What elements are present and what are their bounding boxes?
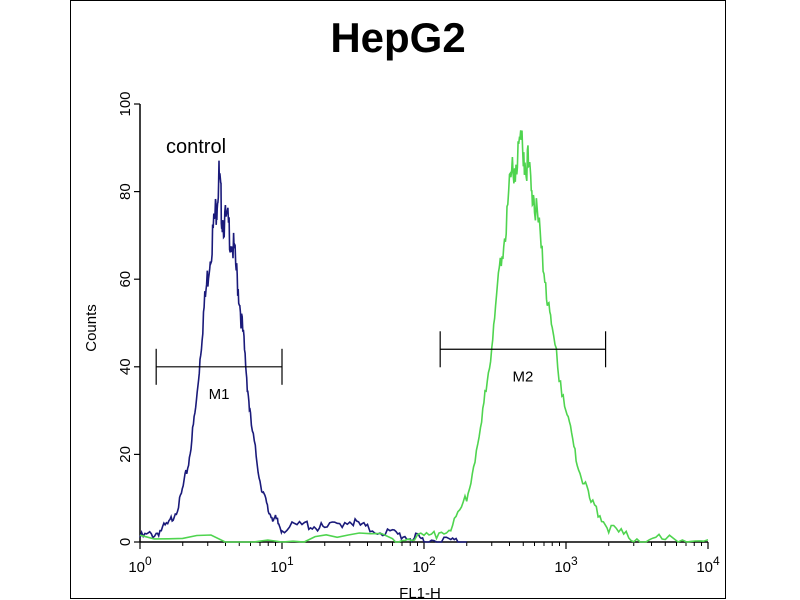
series-line-2 — [139, 130, 709, 543]
chart-frame — [70, 0, 726, 599]
marker-label: M2 — [512, 368, 533, 385]
x-tick-label: 102 — [412, 554, 436, 576]
x-axis-label: FL1-H — [399, 585, 441, 600]
y-tick-label: 20 — [117, 446, 134, 463]
control-annotation: control — [166, 136, 226, 158]
x-tick-label: 103 — [554, 554, 578, 576]
y-tick-label: 100 — [117, 91, 134, 116]
x-tick-label: 100 — [128, 554, 152, 576]
chart-title: HepG2 — [330, 14, 465, 61]
series-line-1 — [139, 160, 467, 543]
y-tick-label: 40 — [117, 358, 134, 375]
marker-label: M1 — [209, 386, 230, 403]
x-tick-label: 101 — [270, 554, 294, 576]
y-axis-label: Counts — [83, 304, 100, 352]
y-tick-label: 60 — [117, 271, 134, 288]
y-tick-label: 80 — [117, 183, 134, 200]
plot-area: 0 20 40 60 80 100 100 101 102 103 104 M1 M2 — [117, 91, 720, 576]
x-tick-label: 104 — [696, 554, 720, 576]
y-tick-label: 0 — [117, 538, 134, 546]
